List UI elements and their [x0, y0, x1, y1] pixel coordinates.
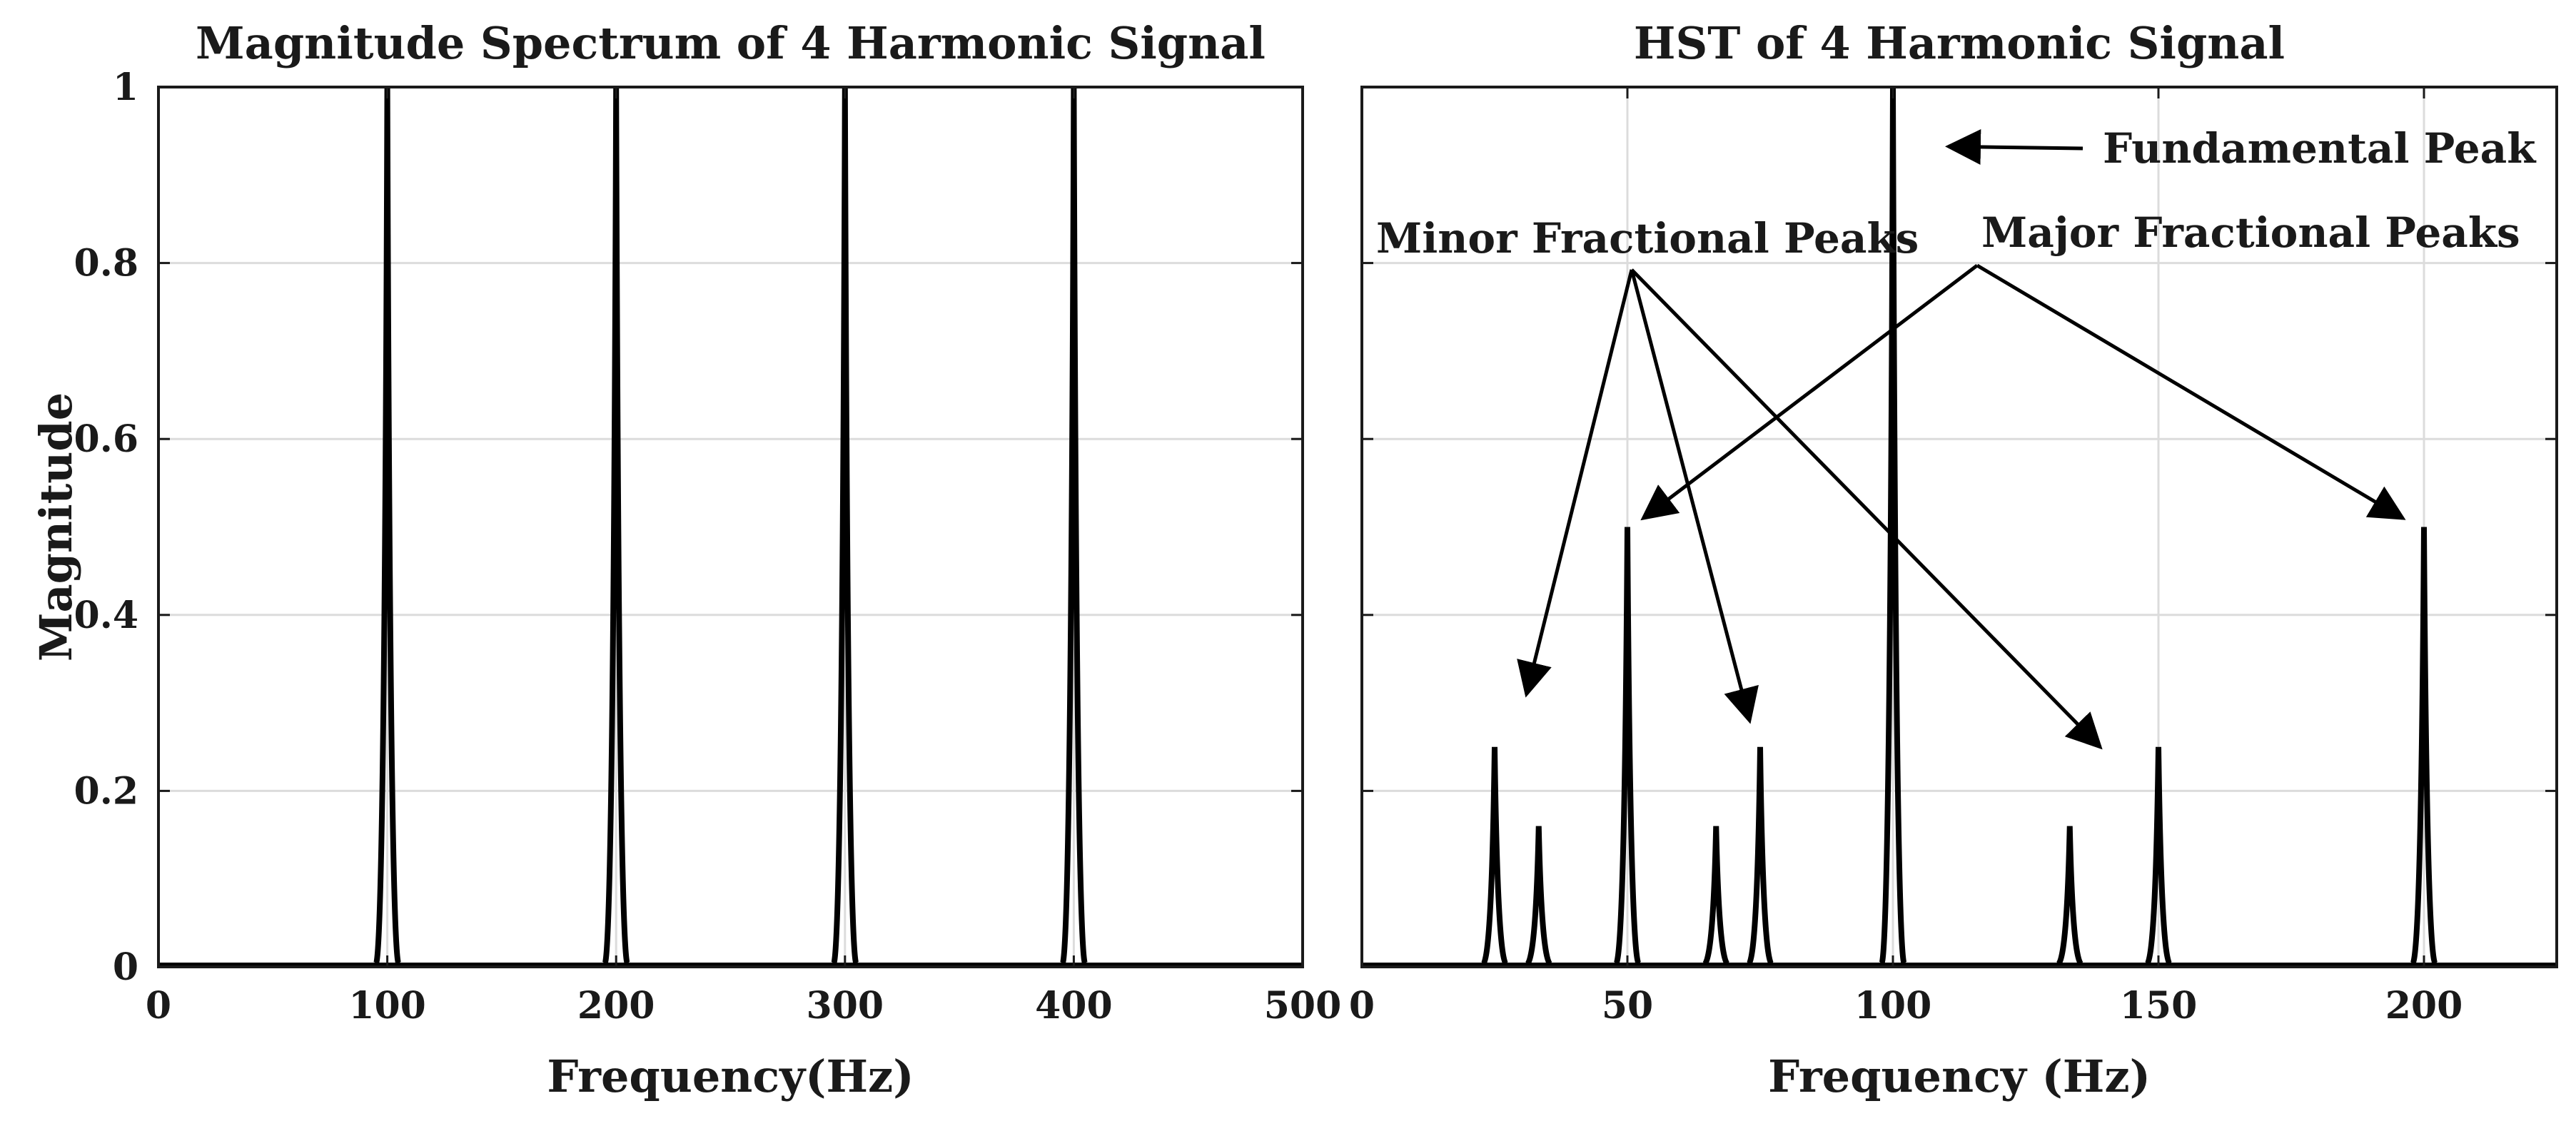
x-tick-label: 300 [807, 984, 884, 1028]
x-tick-label: 200 [577, 984, 655, 1028]
y-tick-label: 0 [113, 945, 138, 989]
x-tick-label: 100 [348, 984, 426, 1028]
chart-title: Magnitude Spectrum of 4 Harmonic Signal [196, 17, 1266, 69]
annotation-minor-fractional-peaks: Minor Fractional Peaks [1376, 214, 1919, 263]
x-tick-label: 400 [1035, 984, 1113, 1028]
x-tick-label: 200 [2385, 984, 2463, 1028]
annotation-arrow [1640, 264, 1979, 521]
spectrum-peak [1702, 826, 1730, 967]
y-tick-label: 0.2 [74, 769, 138, 813]
spectrum-peak [1480, 746, 1509, 967]
x-tick-label: 0 [1349, 984, 1375, 1028]
spectrum-peak [1525, 826, 1552, 967]
spectrum-peak [2144, 746, 2173, 967]
hst-panel: 0 50 100 150 200 HST of 4 Harmonic Signal Fr… [1349, 17, 2558, 1102]
annotation-arrow [1517, 269, 1634, 698]
annotation-arrow [1945, 128, 2083, 165]
y-tick-label: 0.8 [74, 242, 138, 285]
plot-frame [157, 86, 1304, 968]
annotation-fundamental-peak: Fundamental Peak [2103, 124, 2537, 173]
y-tick-label: 0.6 [74, 417, 138, 461]
annotation-arrow [1630, 268, 2103, 750]
x-tick-label: 150 [2120, 984, 2198, 1028]
plot-frame [1360, 86, 2558, 968]
chart-title: HST of 4 Harmonic Signal [1634, 17, 2285, 69]
spectrum-peak [1613, 527, 1642, 967]
spectrum-peak [2410, 527, 2438, 967]
magnitude-spectrum-panel: 0 100 200 300 400 500 0 0.2 0.4 0.6 0.8 1 Magnitude… [30, 17, 1341, 1102]
x-axis-label: Frequency(Hz) [547, 1050, 914, 1102]
spectrum-peak [2056, 826, 2083, 967]
annotation-arrow [1976, 263, 2406, 520]
annotation-major-fractional-peaks: Major Fractional Peaks [1981, 208, 2520, 257]
annotations: Fundamental Peak Minor Fractional Peaks … [1376, 124, 2537, 750]
y-tick-label: 0.4 [74, 594, 138, 637]
x-axis-label: Frequency (Hz) [1768, 1050, 2151, 1102]
x-tick-label: 500 [1264, 984, 1342, 1028]
annotation-arrow [1630, 269, 1759, 724]
y-tick-label: 1 [113, 66, 138, 109]
x-tick-label: 50 [1602, 984, 1653, 1028]
x-tick-label: 0 [146, 984, 171, 1028]
spectrum-peak [1746, 746, 1774, 967]
x-tick-label: 100 [1854, 984, 1932, 1028]
y-axis-label: Magnitude [30, 392, 82, 661]
